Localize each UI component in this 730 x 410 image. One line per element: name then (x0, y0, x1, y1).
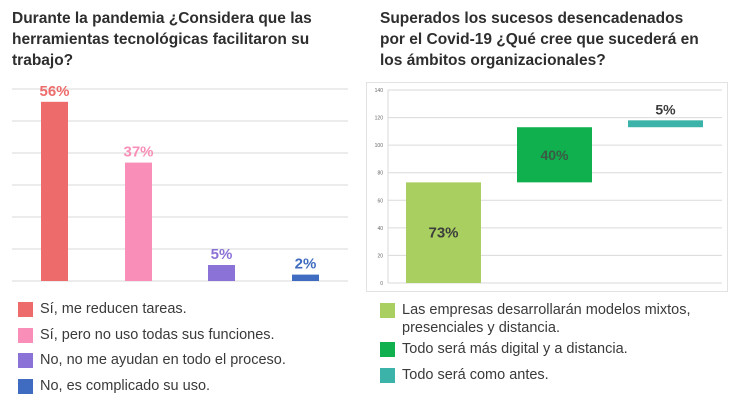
title-line: trabajo? (12, 52, 74, 69)
y-tick-label: 60 (377, 198, 383, 204)
legend-label: No, no me ayudan en todo el proceso. (40, 352, 286, 368)
legend-label: Todo será como antes. (402, 367, 549, 383)
title-line: los ámbitos organizacionales? (380, 52, 606, 69)
bar (517, 127, 592, 183)
legend-label: Las empresas desarrollarán modelos mixto… (402, 302, 691, 318)
legend-label: Todo será más digital y a distancia. (402, 341, 628, 357)
legend-swatch (380, 342, 395, 357)
data-label: 40% (540, 147, 569, 163)
legend-swatch (380, 368, 395, 383)
bar (628, 120, 703, 128)
left-chart-title: Durante la pandemia ¿Considera que las h… (12, 8, 312, 71)
right-chart-title: Superados los sucesos desencadenados por… (380, 8, 699, 71)
legend-swatch (380, 303, 395, 318)
title-line: por el Covid-19 ¿Qué cree que sucederá e… (380, 31, 699, 48)
legend-label: Sí, pero no uso todas sus funciones. (40, 327, 275, 343)
data-label: 56% (39, 83, 69, 100)
title-line: Durante la pandemia ¿Considera que las (12, 10, 312, 27)
y-tick-label: 0 (380, 281, 383, 287)
bar (41, 101, 68, 281)
data-label: 37% (123, 144, 153, 161)
data-label: 5% (211, 246, 233, 263)
bar (125, 162, 152, 281)
legend-swatch (18, 379, 33, 394)
y-tick-label: 40 (377, 226, 383, 232)
y-tick-label: 100 (375, 143, 384, 149)
legend-label: presenciales y distancia. (402, 320, 560, 336)
bar (406, 182, 481, 283)
bar (208, 265, 235, 281)
data-label: 5% (655, 101, 676, 117)
legend-swatch (18, 353, 33, 368)
data-label: 73% (428, 225, 458, 242)
legend-label: Sí, me reducen tareas. (40, 301, 187, 317)
y-tick-label: 140 (375, 88, 384, 94)
legend-swatch (18, 328, 33, 343)
title-line: Superados los sucesos desencadenados (380, 10, 684, 27)
y-tick-label: 20 (377, 253, 383, 259)
bar (292, 274, 319, 281)
legend-swatch (18, 302, 33, 317)
y-tick-label: 80 (377, 171, 383, 177)
legend-label: No, es complicado su uso. (40, 378, 211, 394)
y-tick-label: 120 (375, 116, 384, 122)
data-label: 2% (295, 256, 317, 273)
title-line: herramientas tecnológicas facilitaron su (12, 31, 310, 48)
right-chart-frame (366, 82, 728, 292)
